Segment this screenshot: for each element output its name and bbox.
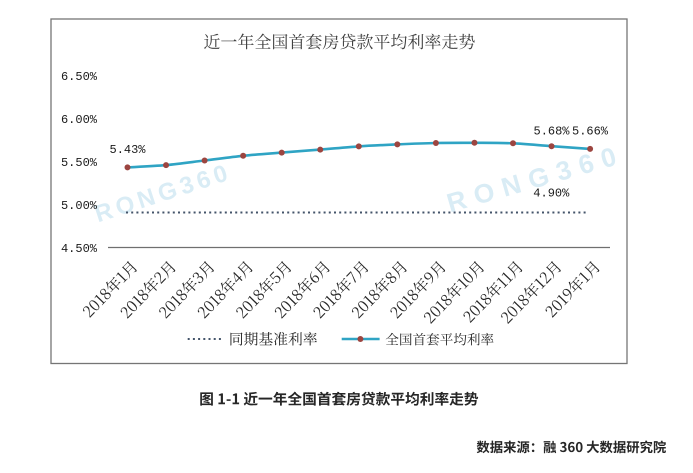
svg-text:6.50%: 6.50% [61, 70, 98, 84]
svg-text:6.00%: 6.00% [61, 113, 98, 127]
svg-text:4.50%: 4.50% [61, 242, 98, 256]
svg-text:5.00%: 5.00% [61, 199, 98, 213]
svg-text:4.90%: 4.90% [533, 187, 570, 201]
svg-text:5.43%: 5.43% [110, 143, 147, 157]
svg-text:5.68%: 5.68% [534, 125, 571, 139]
svg-text:5.66%: 5.66% [572, 125, 609, 139]
svg-text:5.50%: 5.50% [61, 156, 98, 170]
